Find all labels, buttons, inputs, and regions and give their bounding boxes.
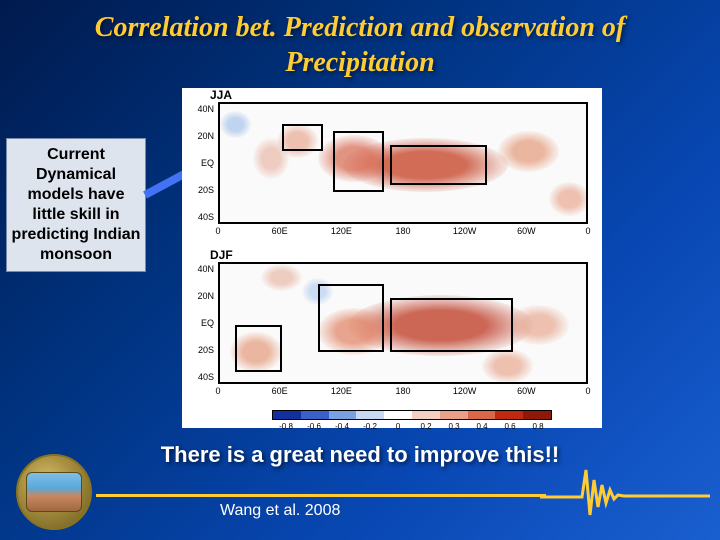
region-box xyxy=(333,131,384,192)
heat-blob xyxy=(261,264,302,291)
map-label-djf: DJF xyxy=(210,248,233,262)
slide-title: Correlation bet. Prediction and observat… xyxy=(0,0,720,85)
colorbar-tick: 0.2 xyxy=(420,422,431,431)
x-tick: 60E xyxy=(272,226,288,236)
colorbar-segment xyxy=(301,411,329,419)
x-tick: 0 xyxy=(215,226,220,236)
logo-inner-graphic xyxy=(26,472,82,512)
x-tick: 120W xyxy=(453,386,477,396)
colorbar-segment xyxy=(523,411,551,419)
colorbar-tick: 0.4 xyxy=(476,422,487,431)
colorbar-tick: -0.8 xyxy=(279,422,293,431)
colorbar-segment xyxy=(356,411,384,419)
y-tick: 20S xyxy=(186,185,214,195)
heat-blob xyxy=(498,131,560,172)
colorbar-segment xyxy=(273,411,301,419)
heat-blob xyxy=(549,182,588,216)
y-tick: 20N xyxy=(186,131,214,141)
x-tick: 120W xyxy=(453,226,477,236)
heat-blob xyxy=(482,349,533,383)
x-tick: 180 xyxy=(395,226,410,236)
divider-line xyxy=(96,494,546,497)
map-jja-section: JJA 40N 20N EQ 20S 40S 0 60E 120E 180 120W 60W 0 xyxy=(182,88,602,248)
colorbar-tick: -0.4 xyxy=(335,422,349,431)
x-tick: 0 xyxy=(215,386,220,396)
colorbar-tick: -0.2 xyxy=(363,422,377,431)
y-tick: EQ xyxy=(186,158,214,168)
colorbar-tick: 0.8 xyxy=(532,422,543,431)
colorbar-segment xyxy=(329,411,357,419)
x-tick: 120E xyxy=(331,386,352,396)
colorbar-segment xyxy=(384,411,412,419)
ecg-decoration xyxy=(540,455,710,525)
citation: Wang et al. 2008 xyxy=(220,502,340,520)
x-tick: 60E xyxy=(272,386,288,396)
x-tick: 0 xyxy=(585,386,590,396)
y-tick: 40S xyxy=(186,372,214,382)
x-tick: 120E xyxy=(331,226,352,236)
y-tick: 20S xyxy=(186,345,214,355)
x-tick: 60W xyxy=(517,386,536,396)
y-tick: EQ xyxy=(186,318,214,328)
colorbar-segment xyxy=(468,411,496,419)
colorbar xyxy=(272,410,552,420)
colorbar-tick: 0.6 xyxy=(504,422,515,431)
colorbar-tick: 0.3 xyxy=(448,422,459,431)
colorbar-tick: 0 xyxy=(396,422,400,431)
y-tick: 40N xyxy=(186,264,214,274)
y-tick: 20N xyxy=(186,291,214,301)
region-box xyxy=(390,298,513,352)
institute-logo xyxy=(16,454,92,530)
y-tick: 40S xyxy=(186,212,214,222)
colorbar-segment xyxy=(495,411,523,419)
region-box xyxy=(390,145,488,186)
map-label-jja: JJA xyxy=(210,88,232,102)
x-tick: 180 xyxy=(395,386,410,396)
y-tick: 40N xyxy=(186,104,214,114)
x-tick: 60W xyxy=(517,226,536,236)
maps-panel: JJA 40N 20N EQ 20S 40S 0 60E 120E 180 120W 60W 0 D… xyxy=(182,88,602,428)
x-tick: 0 xyxy=(585,226,590,236)
map-djf-section: DJF 40N 20N EQ 20S 40S 0 60E 120E 180 120W 60W 0 xyxy=(182,248,602,408)
map-djf xyxy=(218,262,588,384)
region-box xyxy=(318,284,385,352)
region-box xyxy=(282,124,323,151)
heat-blob xyxy=(508,305,570,346)
colorbar-segment xyxy=(440,411,468,419)
region-box xyxy=(235,325,281,372)
colorbar-segment xyxy=(412,411,440,419)
map-jja xyxy=(218,102,588,224)
callout-box: Current Dynamical models have little ski… xyxy=(6,138,146,272)
heat-blob xyxy=(220,111,251,138)
colorbar-tick: -0.6 xyxy=(307,422,321,431)
